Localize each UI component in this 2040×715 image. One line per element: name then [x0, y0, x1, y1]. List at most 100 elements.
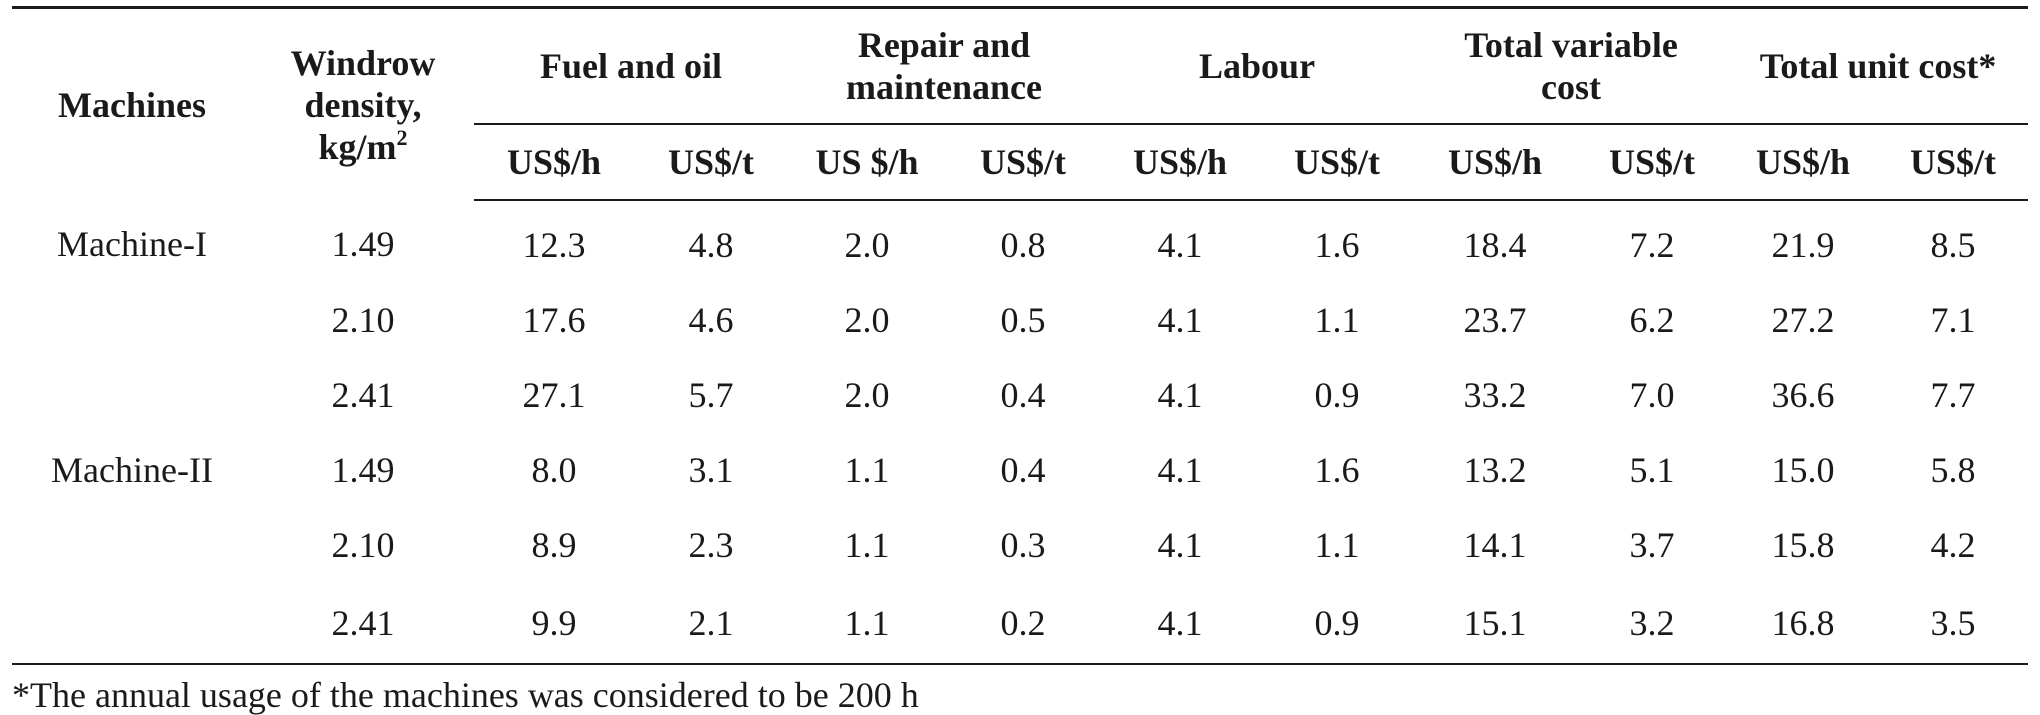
value-cell: 0.9 [1314, 374, 1360, 415]
table-row: 2.10 17.6 4.6 2.0 0.5 4.1 1.1 23.7 6.2 2… [12, 282, 2028, 357]
value-cell: 8.5 [1930, 224, 1976, 265]
unit-header: US$/h [1414, 124, 1577, 201]
value-cell: 13.2 [1463, 449, 1527, 490]
machine-cell [12, 582, 252, 665]
value-cell: 12.3 [522, 224, 586, 265]
value-cell: 17.6 [522, 299, 586, 340]
header-density-line2: density, [304, 84, 422, 125]
value-cell: 4.1 [1157, 449, 1203, 490]
value-cell: 1.1 [1314, 299, 1360, 340]
header-row-units: US$/h US$/t US $/h US$/t US$/h US$/t US$… [12, 124, 2029, 201]
value-cell: 2.1 [634, 582, 789, 665]
value-cell: 16.8 [1728, 582, 1879, 665]
density-cell: 2.41 [252, 582, 474, 665]
value-cell: 3.2 [1576, 582, 1729, 665]
unit-header: US$/h [1728, 124, 1879, 201]
value-cell: 4.6 [688, 299, 734, 340]
value-cell: 0.9 [1260, 582, 1415, 665]
value-cell: 0.2 [946, 582, 1101, 665]
value-cell: 3.1 [688, 449, 734, 490]
group-label-line1: Fuel and oil [539, 46, 723, 86]
group-label-line2: maintenance [846, 67, 1043, 107]
value-cell: 8.0 [531, 449, 577, 490]
value-cell: 4.1 [1157, 524, 1203, 565]
value-cell: 1.1 [844, 449, 890, 490]
header-row-groups: Machines Windrow density, kg/m2 Fuel and… [12, 6, 2029, 200]
value-cell: 1.6 [1314, 449, 1360, 490]
value-cell: 4.1 [1100, 582, 1261, 665]
header-group-repair-maintenance: Repair and maintenance [788, 6, 1101, 125]
value-cell: 15.0 [1771, 449, 1835, 490]
density-cell: 2.41 [331, 374, 395, 415]
value-cell: 1.1 [788, 582, 947, 665]
group-label-line1: Total unit cost* [1759, 46, 1997, 86]
value-cell: 27.2 [1771, 299, 1835, 340]
value-cell: 7.2 [1629, 224, 1675, 265]
value-cell: 5.1 [1629, 449, 1675, 490]
value-cell: 9.9 [474, 582, 634, 665]
group-label-line1: Repair and [857, 25, 1031, 65]
header-density-line1: Windrow [290, 42, 436, 83]
group-label-line1: Labour [1199, 46, 1316, 86]
table-container: Machines Windrow density, kg/m2 Fuel and… [12, 6, 2029, 715]
value-cell: 0.8 [1000, 224, 1046, 265]
value-cell: 5.7 [688, 374, 734, 415]
value-cell: 15.1 [1414, 582, 1577, 665]
unit-header: US$/t [634, 124, 789, 201]
group-label-line1: Total variable [1464, 25, 1678, 65]
value-cell: 15.8 [1771, 524, 1835, 565]
unit-header: US$/t [1576, 124, 1729, 201]
density-cell: 1.49 [331, 224, 395, 264]
table-header: Machines Windrow density, kg/m2 Fuel and… [12, 6, 2029, 201]
value-cell: 4.1 [1157, 224, 1203, 265]
unit-header: US$/h [474, 124, 634, 201]
value-cell: 21.9 [1771, 224, 1835, 265]
table-row: 2.10 8.9 2.3 1.1 0.3 4.1 1.1 14.1 3.7 15… [12, 507, 2028, 582]
machine-cell [12, 282, 252, 357]
value-cell: 4.8 [688, 224, 734, 265]
table-body: Machine-I 1.49 12.3 4.8 2.0 0.8 4.1 1.6 … [12, 200, 2029, 665]
value-cell: 5.8 [1930, 449, 1976, 490]
value-cell: 1.1 [1314, 524, 1360, 565]
unit-header: US$/t [1260, 124, 1415, 201]
value-cell: 2.0 [844, 374, 890, 415]
value-cell: 8.9 [531, 524, 577, 565]
header-group-fuel-oil: Fuel and oil [474, 6, 789, 125]
header-machines: Machines [12, 6, 252, 200]
value-cell: 14.1 [1463, 524, 1527, 565]
value-cell: 2.0 [844, 299, 890, 340]
value-cell: 4.1 [1157, 299, 1203, 340]
group-label-line2: cost [1541, 67, 1602, 107]
value-cell: 7.7 [1930, 374, 1976, 415]
value-cell: 0.5 [1000, 299, 1046, 340]
value-cell: 7.1 [1930, 299, 1976, 340]
unit-header: US $/h [788, 124, 947, 201]
table-footnote: *The annual usage of the machines was co… [12, 675, 919, 715]
header-density-sup: 2 [396, 124, 408, 150]
value-cell: 3.5 [1878, 582, 2029, 665]
unit-header: US$/t [946, 124, 1101, 201]
unit-header: US$/h [1100, 124, 1261, 201]
value-cell: 4.1 [1157, 374, 1203, 415]
value-cell: 33.2 [1463, 374, 1527, 415]
density-cell: 2.10 [331, 299, 395, 340]
header-windrow-density: Windrow density, kg/m2 [252, 6, 474, 200]
density-cell: 2.10 [331, 524, 395, 565]
value-cell: 0.3 [1000, 524, 1046, 565]
value-cell: 2.3 [688, 524, 734, 565]
table-row: 2.41 27.1 5.7 2.0 0.4 4.1 0.9 33.2 7.0 3… [12, 357, 2028, 432]
value-cell: 6.2 [1629, 299, 1675, 340]
machine-cell: Machine-I [57, 224, 207, 264]
machine-cell [12, 507, 252, 582]
value-cell: 0.4 [1000, 449, 1046, 490]
table-row: 2.41 9.9 2.1 1.1 0.2 4.1 0.9 15.1 3.2 16… [12, 582, 2029, 665]
header-density-line3: kg/m [318, 126, 397, 167]
value-cell: 36.6 [1771, 374, 1835, 415]
unit-header: US$/t [1878, 124, 2029, 201]
header-group-total-variable-cost: Total variable cost [1414, 6, 1729, 125]
value-cell: 27.1 [522, 374, 586, 415]
value-cell: 2.0 [844, 224, 890, 265]
header-group-total-unit-cost: Total unit cost* [1728, 6, 2029, 125]
density-cell: 1.49 [331, 449, 395, 490]
value-cell: 1.6 [1314, 224, 1360, 265]
